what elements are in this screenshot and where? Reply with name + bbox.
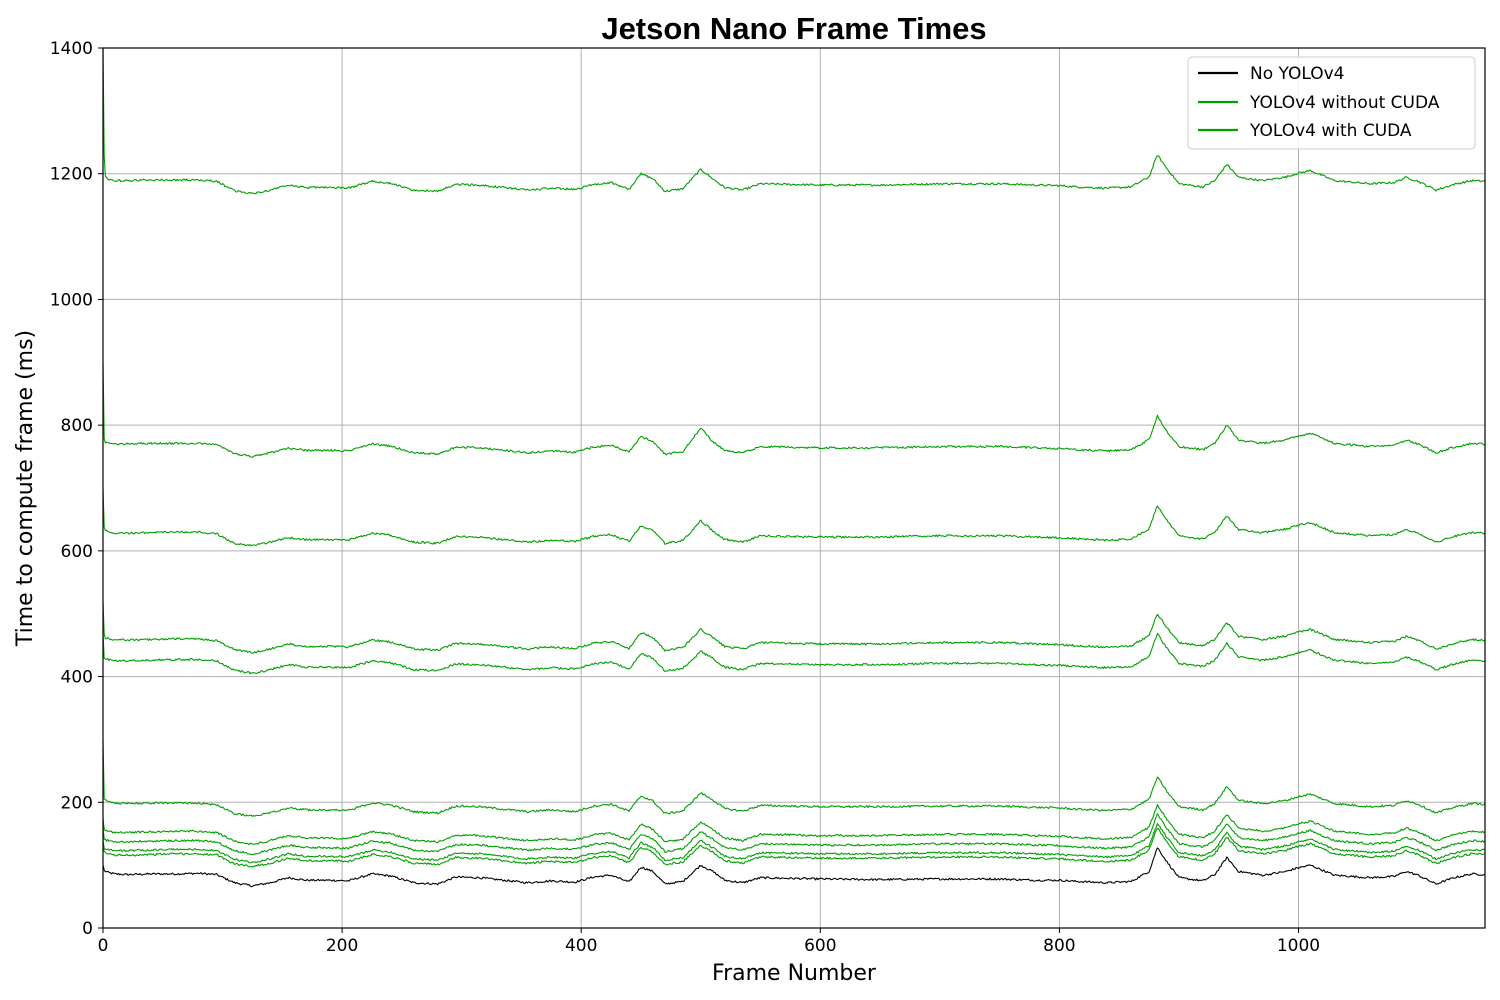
y-tick-label: 1000 bbox=[50, 290, 93, 310]
axis-ticks: 0 200 400 600 800 1000 0 200 400 600 800 1000 1200 14… bbox=[50, 39, 1320, 956]
y-tick-label: 0 bbox=[82, 919, 93, 939]
legend: No YOLOv4 YOLOv4 without CUDA YOLOv4 wit… bbox=[1187, 56, 1476, 150]
x-axis-label: Frame Number bbox=[712, 961, 877, 986]
x-tick-label: 200 bbox=[326, 936, 358, 956]
legend-label-yolov4-without-cuda: YOLOv4 without CUDA bbox=[1249, 93, 1440, 113]
y-tick-label: 1200 bbox=[50, 165, 93, 185]
y-tick-label: 600 bbox=[61, 542, 93, 562]
series-line bbox=[102, 47, 1486, 195]
series-line bbox=[102, 827, 1485, 868]
series-line bbox=[102, 632, 1486, 675]
series-line bbox=[102, 813, 1486, 856]
series-line bbox=[102, 847, 1486, 888]
y-tick-label: 400 bbox=[61, 668, 93, 688]
legend-box bbox=[1187, 56, 1476, 150]
legend-label-no-yolov4: No YOLOv4 bbox=[1250, 64, 1344, 84]
x-tick-label: 800 bbox=[1043, 936, 1075, 956]
y-tick-label: 200 bbox=[61, 793, 93, 813]
chart-title: Jetson Nano Frame Times bbox=[601, 11, 986, 46]
series-line bbox=[102, 739, 1486, 817]
x-tick-label: 600 bbox=[804, 936, 836, 956]
series-line bbox=[102, 487, 1486, 547]
plot-lines bbox=[102, 47, 1486, 888]
legend-label-yolov4-with-cuda: YOLOv4 with CUDA bbox=[1249, 121, 1412, 141]
series-line bbox=[102, 803, 1486, 846]
x-tick-label: 0 bbox=[98, 936, 109, 956]
series-line bbox=[102, 601, 1486, 654]
y-tick-label: 1400 bbox=[50, 39, 93, 59]
grid bbox=[103, 48, 1485, 928]
x-tick-label: 400 bbox=[565, 936, 597, 956]
series-line bbox=[102, 823, 1486, 864]
x-tick-label: 1000 bbox=[1277, 936, 1320, 956]
y-tick-label: 800 bbox=[61, 416, 93, 436]
series-line bbox=[102, 362, 1485, 458]
y-axis-label: Time to compute frame (ms) bbox=[13, 330, 38, 647]
plot-frame bbox=[102, 47, 1486, 929]
